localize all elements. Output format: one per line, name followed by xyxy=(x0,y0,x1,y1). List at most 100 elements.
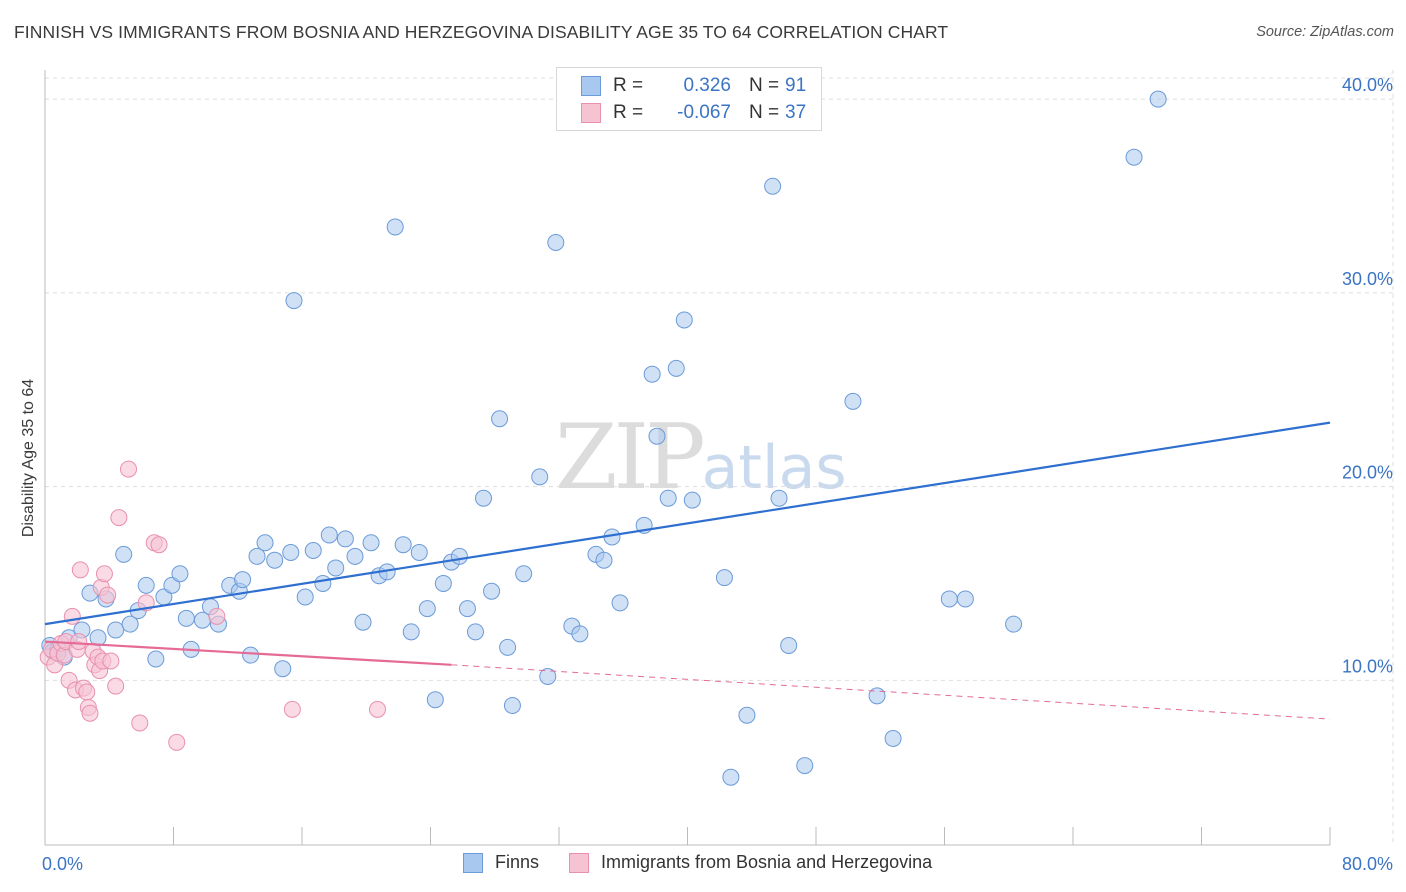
bosnia-point xyxy=(78,683,96,701)
finns-point xyxy=(296,588,314,606)
finns-point xyxy=(675,311,693,329)
bosnia-point xyxy=(208,607,226,625)
series-legend: Finns Immigrants from Bosnia and Herzego… xyxy=(463,852,962,873)
legend-n-value-bosnia: 37 xyxy=(785,102,807,123)
finns-point xyxy=(770,489,788,507)
finns-point xyxy=(466,623,484,641)
finns-point xyxy=(171,565,189,583)
finns-point xyxy=(434,574,452,592)
legend-swatch-bosnia xyxy=(581,103,601,123)
finns-point xyxy=(346,547,364,565)
y-tick-label: 40.0% xyxy=(1342,75,1393,95)
grid-lines xyxy=(45,70,1394,845)
finns-point xyxy=(163,576,181,594)
finns-point xyxy=(266,551,284,569)
finns-point xyxy=(402,623,420,641)
finns-point xyxy=(796,757,814,775)
finns-point xyxy=(304,542,322,559)
finns-point xyxy=(394,536,412,554)
finns-point xyxy=(715,569,733,587)
series-label-finns: Finns xyxy=(495,852,540,872)
finns-point xyxy=(1149,90,1167,108)
series-swatch-bosnia xyxy=(569,852,590,873)
finns-point xyxy=(531,468,549,486)
finns-point xyxy=(354,613,372,631)
series-legend-bosnia[interactable]: Immigrants from Bosnia and Herzegovina xyxy=(569,852,932,873)
finns-point xyxy=(884,729,902,747)
legend-r-value-bosnia: -0.067 xyxy=(677,102,731,123)
finns-point xyxy=(571,625,589,643)
bosnia-point xyxy=(283,700,301,718)
finns-point xyxy=(475,489,493,507)
finns-point xyxy=(780,636,798,654)
chart-title: FINNISH VS IMMIGRANTS FROM BOSNIA AND HE… xyxy=(14,22,949,42)
watermark-zip: ZIP xyxy=(555,405,706,510)
bosnia-point xyxy=(107,677,125,695)
finns-point xyxy=(764,177,782,195)
finns-point xyxy=(285,292,303,310)
series-label-bosnia: Immigrants from Bosnia and Herzegovina xyxy=(601,852,933,872)
finns-point xyxy=(499,638,517,656)
finns-point xyxy=(515,565,533,583)
bosnia-point xyxy=(131,714,149,732)
legend-r-value-finns: 0.326 xyxy=(683,75,731,96)
finns-point xyxy=(386,218,404,236)
finns-point xyxy=(1005,615,1023,633)
bosnia-point xyxy=(368,700,386,718)
source-label: Source: ZipAtlas.com xyxy=(1256,24,1394,40)
finns-point xyxy=(659,489,677,507)
finns-point xyxy=(643,365,661,383)
finns-point xyxy=(722,768,740,786)
legend-row-bosnia: R = -0.067 N = 37 xyxy=(581,101,806,125)
finns-trend-line xyxy=(44,421,1331,626)
axes xyxy=(44,70,1331,846)
finns-point xyxy=(314,574,332,592)
trend-lines xyxy=(44,421,1331,720)
finns-point xyxy=(418,600,436,618)
finns-point xyxy=(410,543,428,561)
finns-point xyxy=(115,545,133,563)
legend-r-label: R = xyxy=(613,75,644,96)
legend-swatch-finns xyxy=(581,76,601,96)
finns-point xyxy=(282,543,300,561)
finns-point xyxy=(956,590,974,608)
y-tick-label: 10.0% xyxy=(1342,656,1393,676)
series-legend-finns[interactable]: Finns xyxy=(463,852,539,873)
finns-point xyxy=(868,687,886,705)
bosnia-point xyxy=(95,565,113,583)
finns-point xyxy=(1125,148,1143,166)
bosnia-point xyxy=(120,460,138,478)
finns-point xyxy=(483,582,501,600)
finns-point xyxy=(844,392,862,410)
finns-point xyxy=(248,547,266,565)
bosnia-point xyxy=(168,733,186,751)
finns-point xyxy=(667,359,685,377)
finns-point xyxy=(242,646,260,664)
bosnia-points xyxy=(39,460,386,751)
finns-point xyxy=(274,660,292,678)
finns-point xyxy=(320,526,338,544)
bosnia-point xyxy=(63,607,81,625)
bosnia-trend-line-extension xyxy=(451,664,1331,720)
finns-point xyxy=(611,594,629,612)
finns-point xyxy=(336,530,354,548)
legend-n-label: N = xyxy=(749,102,780,123)
bosnia-point xyxy=(70,633,88,651)
finns-point xyxy=(683,491,701,509)
finns-point xyxy=(137,576,155,594)
finns-point xyxy=(940,590,958,608)
finns-point xyxy=(362,534,380,552)
legend-r-label: R = xyxy=(613,102,644,123)
y-tick-label: 30.0% xyxy=(1342,269,1393,289)
bosnia-trend-line xyxy=(44,640,452,666)
bosnia-point xyxy=(150,536,168,554)
finns-points xyxy=(41,90,1167,786)
finns-point xyxy=(491,410,509,428)
bosnia-point xyxy=(110,509,128,527)
finns-point xyxy=(539,667,557,685)
x-tick-label-max: 80.0% xyxy=(1342,854,1393,874)
stats-legend: R = 0.326 N = 91 R = -0.067 N = 37 xyxy=(556,67,822,131)
finns-point xyxy=(503,697,521,714)
finns-point xyxy=(327,559,345,577)
